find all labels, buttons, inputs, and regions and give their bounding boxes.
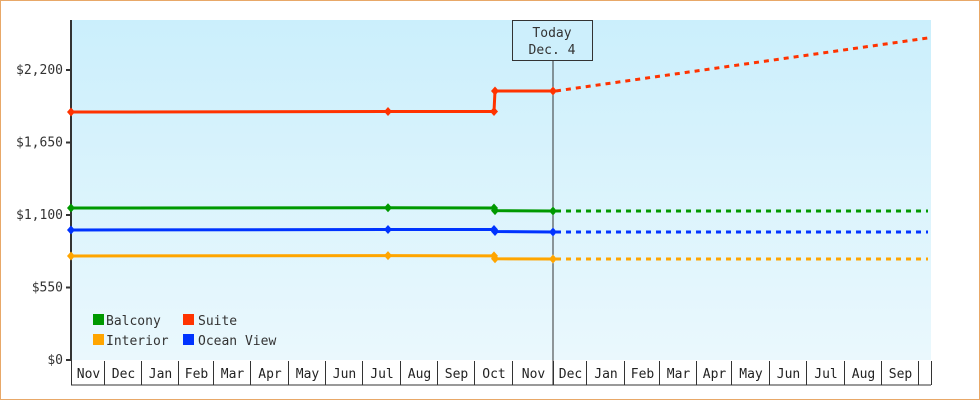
legend-label-ocean-view: Ocean View (198, 334, 276, 349)
x-tick-label: Jun (333, 367, 356, 382)
today-label: Today (532, 26, 571, 41)
y-tick-label: $1,650 (16, 136, 63, 151)
data-point[interactable] (67, 107, 75, 117)
legend-swatch-ocean-view (183, 334, 194, 345)
x-tick-label: May (296, 367, 320, 382)
legend-swatch-balcony (93, 314, 104, 325)
x-tick-label: Dec (559, 367, 582, 382)
x-tick-label: Oct (482, 367, 505, 382)
x-tick-label: Mar (667, 367, 691, 382)
data-point[interactable] (67, 225, 75, 235)
x-tick-label: Jul (370, 367, 393, 382)
x-tick-label: Nov (77, 367, 101, 382)
data-point[interactable] (384, 251, 392, 261)
series-suite (67, 36, 929, 117)
data-point[interactable] (491, 206, 499, 216)
x-tick-label: Jul (814, 367, 837, 382)
x-tick-label: May (739, 367, 763, 382)
legend-label-balcony: Balcony (106, 314, 161, 329)
x-tick-label: Aug (408, 367, 431, 382)
data-point[interactable] (491, 86, 499, 96)
x-tick-label: Aug (852, 367, 875, 382)
series-ocean-view (67, 225, 928, 237)
x-tick-label: Sep (445, 367, 469, 382)
today-date: Dec. 4 (529, 43, 576, 58)
x-tick-label: Dec (112, 367, 135, 382)
x-axis-months: Nov Dec Jan Feb Mar Apr May Jun Jul Aug Sep Oct Nov D… (71, 361, 932, 386)
data-point[interactable] (67, 203, 75, 213)
series-lines (67, 36, 929, 264)
legend-swatch-interior (93, 334, 104, 345)
legend: Balcony Suite Interior Ocean View (93, 314, 276, 349)
data-point[interactable] (549, 206, 557, 216)
legend-swatch-suite (183, 314, 194, 325)
data-point[interactable] (491, 254, 499, 264)
x-tick-label: Mar (221, 367, 245, 382)
y-axis-ticks: $0 $550 $1,100 $1,650 $2,200 (16, 63, 71, 368)
series-interior (67, 251, 928, 264)
data-point[interactable] (549, 254, 557, 264)
data-point[interactable] (384, 107, 392, 117)
x-tick-label: Feb (185, 367, 209, 382)
legend-label-interior: Interior (106, 334, 169, 349)
y-tick-label: $550 (32, 281, 63, 296)
today-marker: Today Dec. 4 (512, 20, 593, 385)
y-tick-label: $1,100 (16, 208, 63, 223)
plot-area (71, 20, 931, 360)
data-point[interactable] (384, 203, 392, 213)
y-tick-label: $0 (47, 353, 63, 368)
x-tick-label: Jan (149, 367, 172, 382)
x-tick-label: Apr (703, 367, 727, 382)
data-point[interactable] (549, 227, 557, 237)
data-point[interactable] (490, 107, 498, 117)
data-point[interactable] (67, 251, 75, 261)
data-point[interactable] (549, 86, 557, 96)
x-tick-label: Jan (594, 367, 617, 382)
x-tick-label: Nov (522, 367, 546, 382)
x-tick-label: Apr (258, 367, 282, 382)
data-point[interactable] (384, 225, 392, 234)
x-tick-label: Jun (777, 367, 800, 382)
x-tick-label: Sep (889, 367, 913, 382)
legend-label-suite: Suite (198, 314, 237, 329)
y-tick-label: $2,200 (16, 63, 63, 78)
data-point[interactable] (491, 226, 499, 236)
series-balcony (67, 203, 928, 216)
x-tick-label: Feb (631, 367, 655, 382)
